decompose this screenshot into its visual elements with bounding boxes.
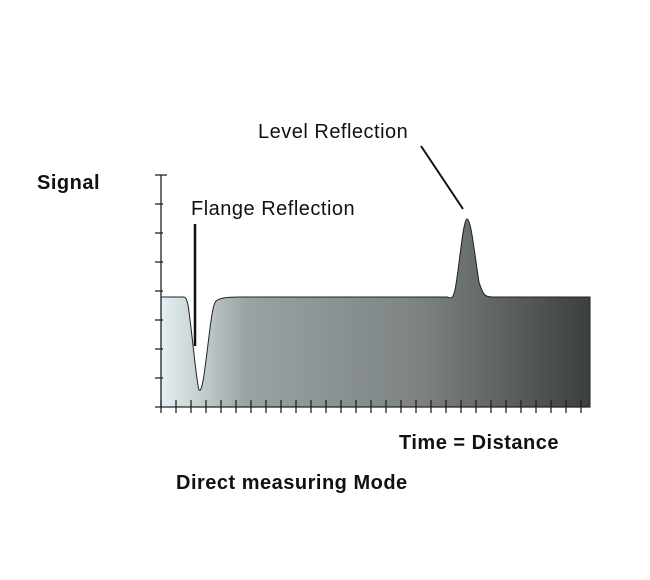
x-axis-label: Time = Distance (399, 432, 559, 454)
y-axis-label: Signal (37, 172, 101, 194)
flange-reflection-label: Flange Reflection (191, 198, 356, 220)
level-reflection-label: Level Reflection (258, 121, 409, 143)
signal-area (160, 218, 591, 408)
y-axis (155, 174, 167, 408)
level-leader-line (420, 145, 464, 210)
x-axis (155, 400, 590, 413)
caption: Direct measuring Mode (176, 472, 408, 494)
